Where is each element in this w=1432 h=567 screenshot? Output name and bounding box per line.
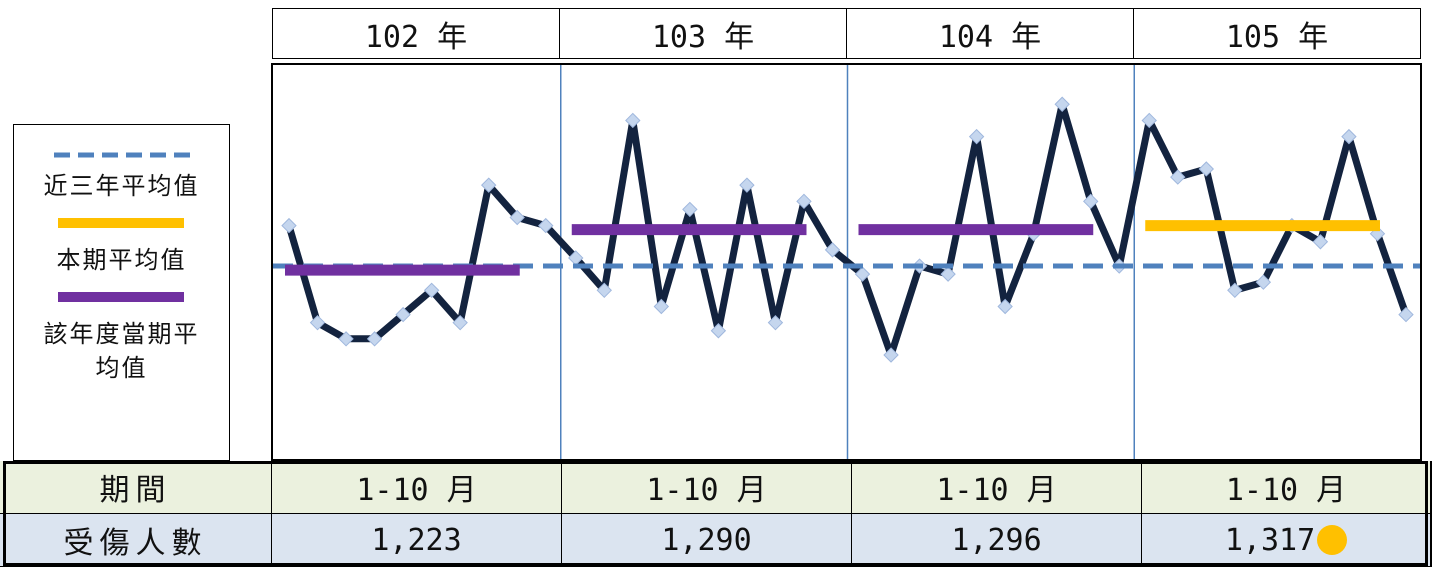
data-point-103年-m3 <box>625 112 641 129</box>
table-cell-injuries-104: 1,296 <box>852 514 1142 567</box>
table-cell-period-105: 1-10 月 <box>1142 461 1432 514</box>
data-point-102年-m5 <box>395 306 411 323</box>
year-header-105: 105 年 <box>1225 19 1329 55</box>
data-point-104年-m5 <box>968 128 985 145</box>
data-point-104年-m1 <box>854 266 871 282</box>
data-point-104年-m2 <box>883 347 899 363</box>
year-header-104: 104 年 <box>847 9 1134 58</box>
data-point-102年-m7 <box>452 314 468 331</box>
table-row-injuries: 受傷人數 1,223 1,290 1,296 1,317 <box>0 514 1432 567</box>
plot-area <box>271 63 1422 461</box>
data-point-102年-m1 <box>281 217 297 234</box>
table-header-injuries: 受傷人數 <box>0 514 272 567</box>
year-header-102: 102 年 <box>273 9 560 58</box>
table-cell-injuries-105: 1,317 <box>1142 514 1432 567</box>
data-point-103年-m4 <box>653 298 670 315</box>
data-point-102年-m2 <box>309 314 326 331</box>
table-cell-period-103: 1-10 月 <box>562 461 852 514</box>
table-header-period: 期間 <box>0 461 272 514</box>
data-point-104年-m9 <box>1083 193 1099 210</box>
current-period-dot-icon <box>1317 525 1348 555</box>
data-point-105年-m5 <box>1255 274 1272 290</box>
legend-swatch-year-average <box>57 292 184 302</box>
legend-swatch-current-average <box>57 218 184 228</box>
data-point-104年-m8 <box>1054 96 1070 112</box>
data-point-102年-m10 <box>538 217 554 234</box>
data-point-105年-m2 <box>1170 169 1186 185</box>
table-row-period: 期間 1-10 月 1-10 月 1-10 月 1-10 月 <box>0 461 1432 514</box>
data-point-102年-m6 <box>423 282 440 299</box>
legend: 近三年平均值 本期平均值 該年度當期平均值 <box>13 124 230 461</box>
data-table: 期間 1-10 月 1-10 月 1-10 月 1-10 月 受傷人數 1,22… <box>0 461 1432 567</box>
table-cell-injuries-103: 1,290 <box>562 514 852 567</box>
legend-label-year-average: 該年度當期平均值 <box>43 320 200 382</box>
year-header-row: 102 年 103 年 104 年 105 年 <box>272 8 1421 59</box>
table-cell-period-102: 1-10 月 <box>272 461 562 514</box>
table-value-injuries-105: 1,317 <box>1224 522 1316 558</box>
data-point-104年-m6 <box>997 298 1013 315</box>
data-point-104年-m4 <box>940 266 956 282</box>
year-header-103: 103 年 <box>560 9 847 58</box>
data-point-103年-m7 <box>739 177 755 193</box>
legend-label-current-average: 本期平均值 <box>56 246 187 274</box>
data-point-102年-m9 <box>509 209 525 226</box>
line-chart <box>273 65 1420 459</box>
data-point-105年-m1 <box>1141 112 1157 129</box>
table-cell-period-104: 1-10 月 <box>852 461 1142 514</box>
legend-label-3yr-average: 近三年平均值 <box>43 172 200 200</box>
data-point-105年-m3 <box>1198 161 1215 177</box>
data-point-105年-m7 <box>1312 234 1329 250</box>
data-point-103年-m6 <box>710 323 727 339</box>
data-point-103年-m8 <box>767 314 784 331</box>
data-point-103年-m5 <box>682 201 698 218</box>
table-cell-injuries-102: 1,223 <box>272 514 562 567</box>
data-point-103年-m9 <box>796 193 812 210</box>
data-point-103年-m2 <box>596 282 612 299</box>
data-point-105年-m10 <box>1398 306 1414 323</box>
data-point-102年-m4 <box>366 331 383 347</box>
data-point-105年-m8 <box>1341 128 1357 145</box>
data-point-105年-m4 <box>1227 282 1243 299</box>
data-point-103年-m10 <box>824 242 841 258</box>
data-point-102年-m3 <box>338 331 354 347</box>
data-point-102年-m8 <box>480 177 497 193</box>
